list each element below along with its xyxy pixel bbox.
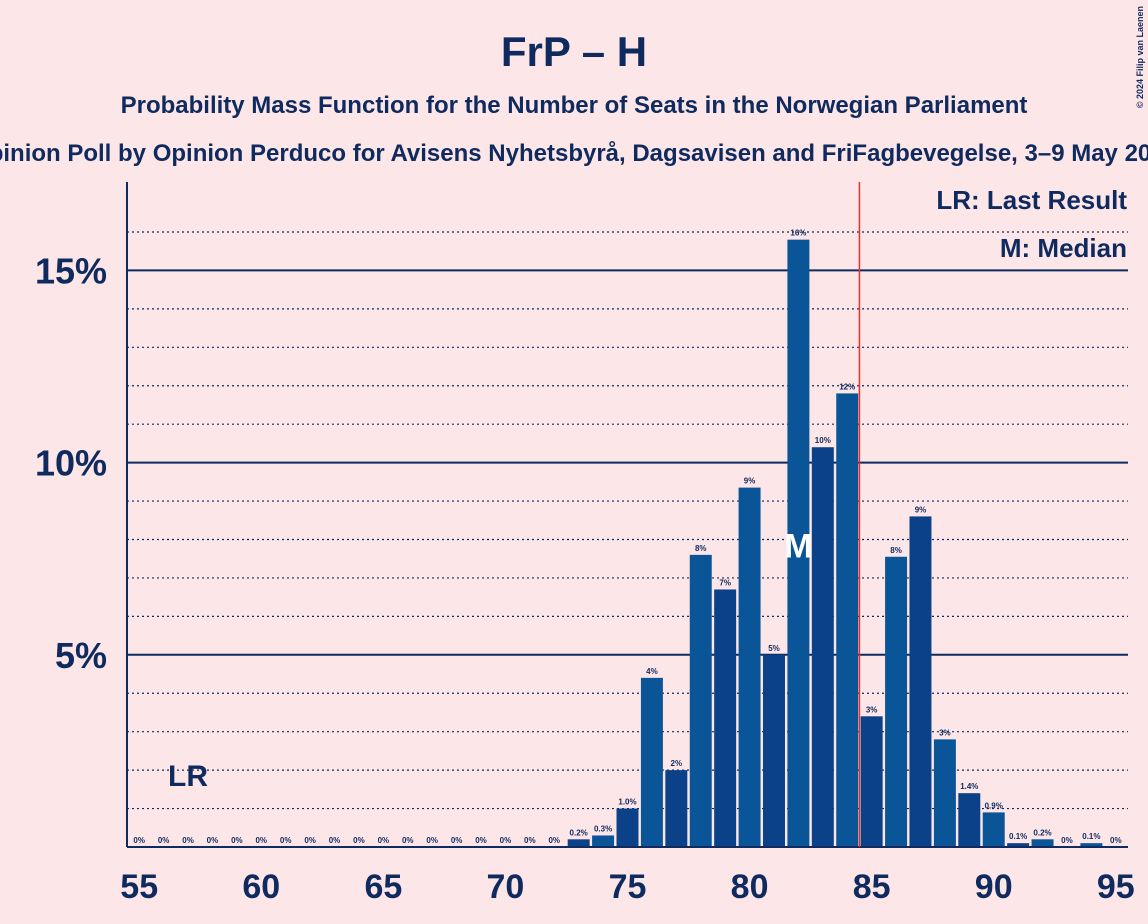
chart-title: FrP – H [501, 28, 647, 75]
value-label: 0% [158, 836, 170, 845]
value-label: 3% [939, 728, 951, 737]
bar [933, 739, 956, 847]
median-marker: M [784, 527, 812, 565]
y-tick-label: 15% [35, 250, 107, 291]
value-label: 0% [402, 836, 414, 845]
value-label: 0.1% [1082, 832, 1100, 841]
value-label: 4% [646, 667, 658, 676]
value-label: 8% [890, 546, 902, 555]
chart-subtitle: Probability Mass Function for the Number… [121, 92, 1028, 119]
bar [689, 554, 712, 847]
bar [738, 487, 761, 847]
value-label: 1.0% [618, 798, 636, 807]
value-label: 0% [475, 836, 487, 845]
bar [616, 808, 639, 847]
legend-entry: LR: Last Result [936, 185, 1127, 215]
x-tick-label: 90 [975, 868, 1013, 906]
value-label: 0% [255, 836, 267, 845]
value-label: 0.2% [570, 828, 588, 837]
bar [714, 589, 737, 847]
value-label: 0% [1110, 836, 1122, 845]
chart-subtitle-2: Opinion Poll by Opinion Perduco for Avis… [0, 140, 1148, 167]
bar [567, 839, 590, 847]
copyright: © 2024 Filip van Laenen [1135, 6, 1145, 108]
value-label: 0.9% [985, 801, 1003, 810]
value-label: 3% [866, 705, 878, 714]
y-tick-label: 10% [35, 443, 107, 484]
value-label: 0% [280, 836, 292, 845]
x-tick-label: 80 [731, 868, 769, 906]
bar [763, 654, 785, 847]
bar [1031, 839, 1054, 847]
value-label: 7% [719, 578, 731, 587]
value-label: 0% [133, 836, 145, 845]
value-label: 9% [744, 477, 756, 486]
value-label: 0% [304, 836, 316, 845]
bar [836, 393, 859, 847]
value-label: 0.1% [1009, 832, 1027, 841]
x-tick-label: 95 [1097, 868, 1135, 906]
value-label: 0.2% [1033, 828, 1051, 837]
value-label: 0% [329, 836, 341, 845]
value-label: 0% [451, 836, 463, 845]
legend-entry: M: Median [1000, 233, 1127, 263]
value-label: 2% [671, 759, 683, 768]
last-result-marker: LR [168, 760, 208, 793]
value-label: 0% [353, 836, 365, 845]
bar [787, 239, 810, 848]
bar [592, 835, 615, 847]
value-label: 9% [915, 505, 927, 514]
value-label: 0% [500, 836, 512, 845]
x-tick-label: 60 [242, 868, 280, 906]
bar [982, 812, 1005, 847]
bar [1007, 843, 1030, 847]
bar [811, 447, 834, 847]
bar [958, 793, 981, 847]
x-tick-label: 75 [609, 868, 647, 906]
x-tick-label: 85 [853, 868, 891, 906]
x-tick-label: 70 [487, 868, 525, 906]
value-label: 0% [548, 836, 560, 845]
value-label: 0% [524, 836, 536, 845]
value-label: 0% [1061, 836, 1073, 845]
value-label: 5% [768, 644, 780, 653]
value-label: 0% [378, 836, 390, 845]
bar [665, 770, 688, 847]
bar [909, 516, 932, 847]
value-label: 16% [790, 229, 806, 238]
x-tick-label: 65 [364, 868, 402, 906]
value-label: 8% [695, 544, 707, 553]
value-label: 10% [815, 436, 831, 445]
y-tick-label: 5% [55, 635, 107, 676]
value-label: 0% [207, 836, 219, 845]
value-label: 0% [231, 836, 243, 845]
bar [640, 677, 663, 847]
value-label: 0.3% [594, 824, 612, 833]
value-label: 12% [839, 382, 855, 391]
value-label: 0% [182, 836, 194, 845]
x-tick-label: 55 [120, 868, 158, 906]
bar [860, 716, 883, 847]
bar [885, 556, 908, 847]
bar [1080, 843, 1103, 847]
value-label: 1.4% [960, 782, 978, 791]
value-label: 0% [426, 836, 438, 845]
